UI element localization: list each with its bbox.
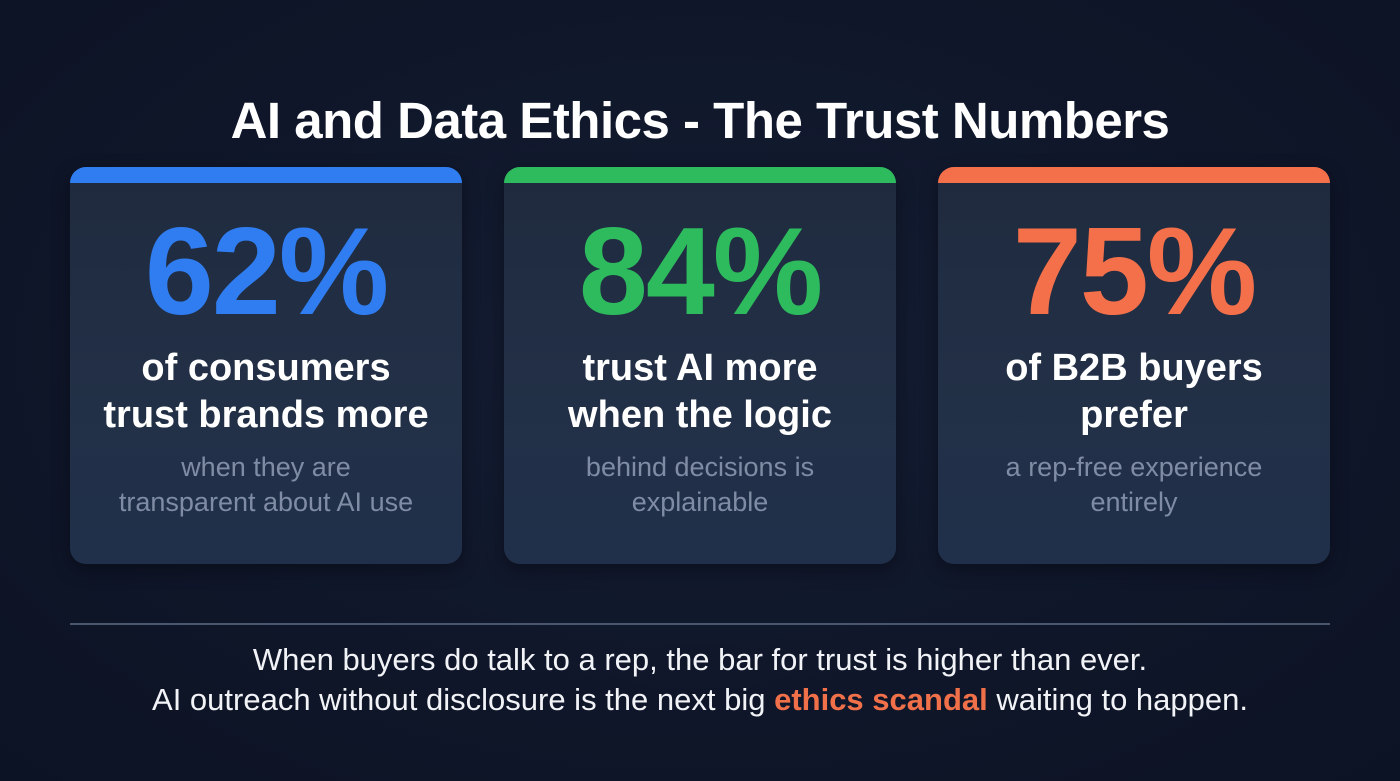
- stat-headline: of consumers trust brands more: [70, 345, 462, 439]
- description-line: a rep-free experience: [1005, 452, 1263, 482]
- description-line: transparent about AI use: [118, 487, 414, 517]
- footer-statement: When buyers do talk to a rep, the bar fo…: [0, 640, 1400, 720]
- stat-card-b2b-buyers: 75% of B2B buyers prefer a rep-free expe…: [938, 167, 1330, 564]
- footer-line-1: When buyers do talk to a rep, the bar fo…: [252, 642, 1148, 677]
- footer-text: waiting to happen.: [987, 682, 1248, 717]
- headline-line: when the logic: [568, 394, 832, 436]
- description-line: entirely: [1090, 487, 1178, 517]
- card-accent-bar: [938, 167, 1330, 183]
- headline-line: of consumers: [141, 347, 391, 389]
- stat-value: 62%: [144, 203, 389, 341]
- stat-description: when they are transparent about AI use: [70, 450, 462, 520]
- stat-description: behind decisions is explainable: [504, 450, 896, 520]
- stat-value: 84%: [578, 203, 823, 341]
- card-accent-bar: [504, 167, 896, 183]
- headline-line: trust brands more: [103, 394, 429, 436]
- headline-line: of B2B buyers: [1005, 347, 1263, 389]
- description-line: behind decisions is: [585, 452, 815, 482]
- description-line: when they are: [181, 452, 351, 482]
- stat-description: a rep-free experience entirely: [938, 450, 1330, 520]
- stat-value: 75%: [1012, 203, 1257, 341]
- description-line: explainable: [631, 487, 769, 517]
- card-accent-bar: [70, 167, 462, 183]
- footer-line-2: AI outreach without disclosure is the ne…: [0, 680, 1400, 720]
- page-title: AI and Data Ethics - The Trust Numbers: [230, 92, 1170, 150]
- section-divider: [70, 623, 1330, 625]
- highlight-text: ethics scandal: [774, 682, 988, 717]
- footer-text: AI outreach without disclosure is the ne…: [152, 682, 775, 717]
- stat-headline: of B2B buyers prefer: [938, 345, 1330, 439]
- stat-card-explainable-ai: 84% trust AI more when the logic behind …: [504, 167, 896, 564]
- stat-card-consumers: 62% of consumers trust brands more when …: [70, 167, 462, 564]
- headline-line: prefer: [1080, 394, 1188, 436]
- stat-headline: trust AI more when the logic: [504, 345, 896, 439]
- headline-line: trust AI more: [582, 347, 818, 389]
